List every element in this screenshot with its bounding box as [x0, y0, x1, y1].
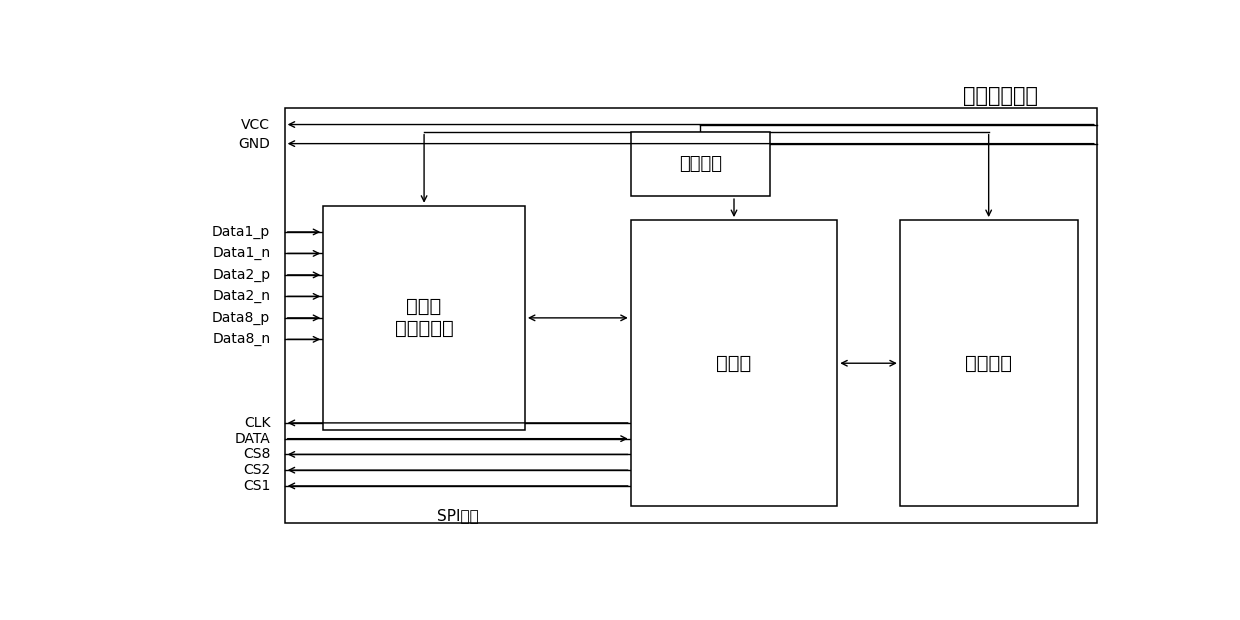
- Text: 控制器: 控制器: [717, 354, 751, 373]
- Text: 多通道
数模转换器: 多通道 数模转换器: [394, 298, 454, 339]
- Text: SPI接口: SPI接口: [436, 508, 479, 523]
- Text: 数据采集模块: 数据采集模块: [963, 86, 1038, 106]
- Bar: [631, 220, 837, 507]
- Text: CS1: CS1: [243, 479, 270, 493]
- Bar: [324, 206, 525, 430]
- Text: GND: GND: [238, 136, 270, 151]
- Text: 无线模块: 无线模块: [965, 354, 1012, 373]
- Text: Data1_p: Data1_p: [212, 225, 270, 239]
- Bar: [900, 220, 1078, 507]
- Text: CS2: CS2: [243, 463, 270, 477]
- Text: DATA: DATA: [234, 432, 270, 446]
- Text: Data1_n: Data1_n: [212, 246, 270, 260]
- Text: Data8_p: Data8_p: [212, 311, 270, 325]
- Text: CLK: CLK: [244, 416, 270, 430]
- Text: CS8: CS8: [243, 448, 270, 461]
- Bar: [631, 131, 770, 196]
- Text: VCC: VCC: [242, 118, 270, 131]
- Text: Data8_n: Data8_n: [212, 332, 270, 347]
- Bar: [285, 108, 1096, 523]
- Text: 电源部分: 电源部分: [678, 155, 722, 173]
- Text: Data2_n: Data2_n: [212, 290, 270, 303]
- Text: Data2_p: Data2_p: [212, 268, 270, 282]
